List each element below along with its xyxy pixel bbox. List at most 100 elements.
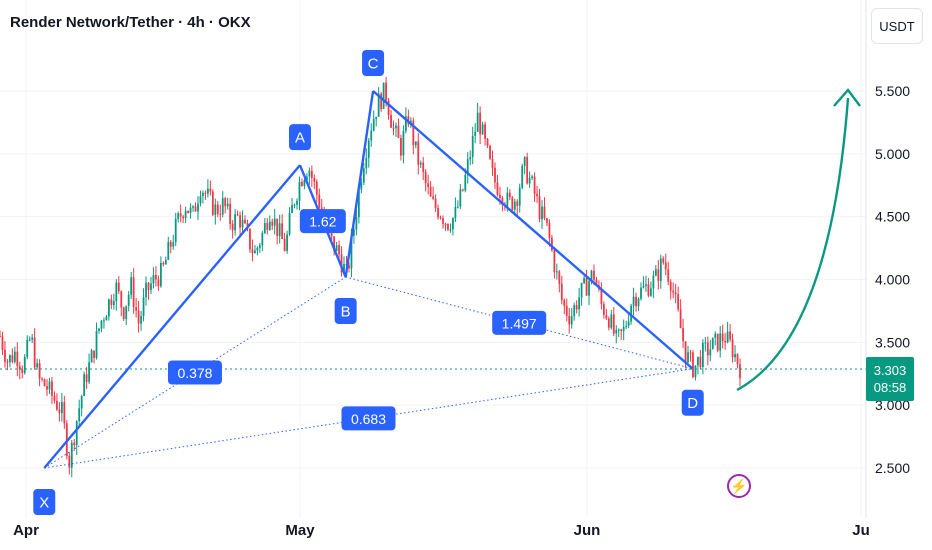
candle-body xyxy=(38,363,41,379)
candle-body xyxy=(654,269,657,276)
candle-body xyxy=(258,245,261,248)
ratio-label-box xyxy=(299,209,346,234)
candle-body xyxy=(48,381,51,390)
candle-body xyxy=(689,352,692,354)
candle-body xyxy=(506,192,509,207)
candle-body xyxy=(375,116,378,119)
candle-body xyxy=(526,156,529,184)
candle-body xyxy=(98,328,100,332)
ratio-label-box xyxy=(167,360,222,385)
candle-body xyxy=(36,363,39,368)
candle-body xyxy=(150,283,152,291)
candle-body xyxy=(211,191,214,215)
candle-body xyxy=(612,314,615,334)
point-label-box xyxy=(289,124,311,151)
candle-body xyxy=(221,198,224,215)
candle-body xyxy=(58,409,61,413)
candle-body xyxy=(397,125,400,138)
ratio-label-box xyxy=(492,310,547,335)
candle-body xyxy=(23,356,26,373)
candle-body xyxy=(523,156,526,166)
candle-body xyxy=(721,333,724,341)
candle-body xyxy=(385,82,387,101)
candle-body xyxy=(281,223,284,239)
candle-body xyxy=(266,222,269,230)
ratio-label: 0.683 xyxy=(351,411,386,427)
candle-body xyxy=(637,298,640,307)
current-price-tag: 3.303 08:58 xyxy=(866,357,914,401)
candle-body xyxy=(236,214,239,216)
candle-body xyxy=(395,125,397,129)
y-tick-label: 5.000 xyxy=(875,146,910,162)
candle-body xyxy=(95,331,98,359)
candle-body xyxy=(157,279,160,287)
candle-body xyxy=(684,341,687,363)
candle-body xyxy=(276,218,279,237)
point-label-c: C xyxy=(368,56,379,73)
candle-body xyxy=(197,203,199,212)
currency-selector[interactable]: USDT xyxy=(871,8,923,44)
y-tick-label: 3.500 xyxy=(875,334,910,350)
candle-body xyxy=(593,270,595,280)
candle-body xyxy=(528,177,531,184)
time-axis[interactable]: Apr May Jun Ju xyxy=(13,522,870,539)
xabcd-harmonic-pattern[interactable]: 1.62 0.378 1.497 0.683 X A B C D xyxy=(33,50,704,515)
pattern-leg-cd xyxy=(372,90,694,370)
candle-body xyxy=(635,296,637,307)
candle-body xyxy=(145,282,147,298)
candle-body xyxy=(615,329,618,334)
price-axis[interactable]: 2.500 3.000 3.500 4.000 4.500 5.000 5.500 xyxy=(875,83,910,476)
candle-body xyxy=(669,281,672,291)
candle-body xyxy=(459,189,462,207)
candle-body xyxy=(88,362,90,382)
candle-body xyxy=(293,204,296,206)
candle-body xyxy=(508,192,511,198)
point-label-b: B xyxy=(341,303,351,320)
candle-body xyxy=(130,277,133,295)
candle-body xyxy=(496,182,499,195)
candle-body xyxy=(305,176,308,181)
candle-body xyxy=(251,249,254,254)
candle-body xyxy=(543,206,546,219)
candle-body xyxy=(521,165,524,188)
candle-body xyxy=(33,337,36,368)
candle-body xyxy=(127,294,130,306)
candle-body xyxy=(664,262,667,270)
candle-body xyxy=(404,116,407,132)
candle-body xyxy=(439,217,442,219)
candle-body xyxy=(687,352,689,363)
candle-body xyxy=(172,242,175,247)
chart-title: Render Network/Tether · 4h · OKX xyxy=(10,14,251,31)
candle-body xyxy=(216,204,219,214)
candle-body xyxy=(0,336,1,338)
candle-body xyxy=(298,182,301,201)
candle-body xyxy=(169,241,172,247)
candle-body xyxy=(400,137,402,156)
candle-body xyxy=(697,356,699,366)
candle-body xyxy=(249,228,251,250)
candle-body xyxy=(85,374,88,382)
candle-body xyxy=(714,333,717,338)
candle-body xyxy=(610,314,613,328)
candle-body xyxy=(555,271,558,273)
candle-body xyxy=(590,270,593,282)
candle-body xyxy=(231,224,234,231)
candle-body xyxy=(315,181,318,195)
candle-body xyxy=(333,236,336,252)
candle-body xyxy=(602,303,605,315)
projection-arrow[interactable] xyxy=(736,97,850,392)
candle-body xyxy=(716,333,719,351)
candle-body xyxy=(340,254,343,273)
candle-body xyxy=(209,188,212,192)
candle-body xyxy=(701,342,704,368)
candle-body xyxy=(162,262,165,265)
candle-body xyxy=(286,234,288,251)
candle-body xyxy=(652,275,655,289)
candle-body xyxy=(481,124,484,135)
lightning-bolt-icon[interactable]: ⚡ xyxy=(727,474,751,498)
candle-body xyxy=(80,395,83,409)
candle-body xyxy=(147,282,150,291)
candle-body xyxy=(387,100,390,115)
point-label-a: A xyxy=(295,130,305,147)
